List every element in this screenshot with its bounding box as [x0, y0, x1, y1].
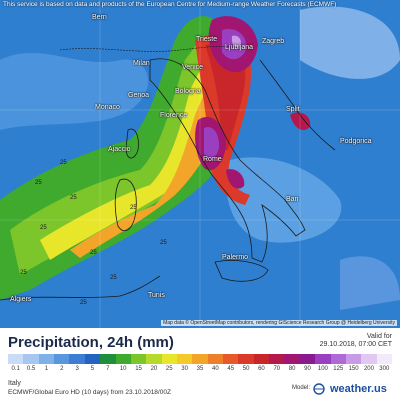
model-run: ECMWF/Global Euro HD (10 days) from 23.1…	[8, 389, 171, 396]
ecmwf-notice: This service is based on data and produc…	[3, 1, 337, 8]
legend-title: Precipitation, 24h (mm)	[8, 334, 174, 351]
precipitation-field	[0, 0, 400, 328]
color-scale-swatch	[361, 354, 377, 364]
color-scale-tick: 125	[333, 366, 344, 372]
color-scale-tick: 150	[348, 366, 359, 372]
color-scale-tick: 40	[212, 366, 219, 372]
region-label: Italy	[8, 380, 21, 387]
color-scale-tick: 30	[181, 366, 188, 372]
color-scale-tick: 25	[165, 366, 173, 372]
color-scale-tick: 7	[106, 366, 110, 372]
precip-value-label: 25	[90, 250, 97, 256]
color-scale-tick: 100	[317, 366, 328, 372]
color-scale-tick: 15	[135, 366, 142, 372]
legend-panel: Precipitation, 24h (mm) Valid for 29.10.…	[0, 328, 400, 400]
city-label: Rome	[203, 156, 222, 163]
color-scale-swatch	[69, 354, 85, 364]
color-scale-tick: 45	[227, 366, 235, 372]
city-label: Tunis	[148, 292, 165, 299]
color-scale-swatch	[161, 354, 177, 364]
city-label: Bologna	[175, 88, 201, 95]
city-label: Trieste	[196, 36, 218, 43]
color-scale-swatch	[8, 354, 24, 364]
precip-value-label: 25	[35, 180, 42, 186]
city-label: Ljubljana	[225, 44, 254, 51]
color-scale-tick: 3	[75, 366, 79, 372]
precip-value-label: 25	[60, 160, 67, 166]
color-scale-tick: 20	[150, 366, 158, 372]
color-scale-swatch	[207, 354, 224, 364]
color-scale-swatch	[269, 354, 285, 364]
city-label: Zagreb	[262, 38, 285, 45]
precip-value-label: 25	[80, 300, 87, 306]
color-scale-swatch	[223, 354, 239, 364]
weather-us-logo[interactable]: weather.us	[330, 383, 387, 395]
city-label: Podgorica	[340, 138, 372, 145]
color-scale-tick: 60	[258, 366, 265, 372]
color-scale-swatch	[54, 354, 70, 364]
color-scale-swatch	[253, 354, 270, 364]
city-label: Venice	[182, 64, 204, 71]
color-scale-tick: 35	[196, 366, 204, 372]
valid-for: Valid for 29.10.2018, 07:00 CET	[320, 333, 392, 349]
color-scale-tick: 5	[90, 366, 95, 372]
valid-time: 29.10.2018, 07:00 CET	[319, 341, 392, 348]
city-label: Ajaccio	[108, 146, 131, 153]
city-label: Palermo	[222, 254, 249, 261]
precip-value-label: 25	[160, 240, 167, 246]
city-label: Bari	[286, 196, 299, 203]
color-scale-swatch	[345, 354, 362, 364]
color-scale-swatch	[192, 354, 208, 364]
color-scale-swatch	[84, 354, 101, 364]
color-scale-swatch	[176, 354, 193, 364]
precip-value-label: 25	[40, 225, 47, 231]
color-scale	[8, 354, 392, 364]
city-label: Florence	[160, 112, 188, 119]
precip-value-label: 25	[110, 275, 117, 281]
color-scale-tick: 1	[44, 366, 49, 372]
color-scale-swatch	[130, 354, 147, 364]
city-label: Algiers	[10, 296, 32, 303]
city-label: Bern	[92, 14, 107, 21]
color-scale-tick: 10	[119, 366, 127, 372]
ecmwf-logo-icon	[313, 383, 325, 395]
city-label: Genoa	[128, 92, 150, 99]
color-scale-swatch	[238, 354, 254, 364]
color-scale-tick: 300	[379, 366, 390, 372]
color-scale-tick: 80	[288, 366, 296, 372]
precipitation-map[interactable]: This service is based on data and produc…	[0, 0, 400, 328]
color-scale-tick: 90	[304, 366, 311, 372]
color-scale-swatch	[376, 354, 392, 364]
color-scale-ticks: 0.1 0.5 1 2 3 5 7 10 15 20 25 30 35 40 45 50 60 70 80 90 100…	[8, 366, 392, 374]
color-scale-swatch	[100, 354, 116, 364]
valid-label: Valid for	[366, 333, 392, 340]
precip-value-label: 25	[20, 270, 27, 276]
city-label: Split	[286, 106, 300, 113]
color-scale-swatch	[330, 354, 346, 364]
color-scale-swatch	[23, 354, 39, 364]
color-scale-tick: 200	[363, 366, 374, 372]
color-scale-tick: 0.1	[11, 366, 20, 372]
precip-value-label: 25	[70, 195, 77, 201]
color-scale-swatch	[146, 354, 162, 364]
color-scale-tick: 2	[60, 366, 64, 372]
color-scale-swatch	[315, 354, 331, 364]
model-label: Model:	[292, 385, 311, 391]
color-scale-tick: 70	[273, 366, 281, 372]
color-scale-tick: 0.5	[26, 366, 36, 372]
city-label: Monaco	[95, 104, 120, 111]
color-scale-swatch	[284, 354, 300, 364]
city-label: Milan	[133, 60, 150, 67]
map-attribution: Map data © OpenStreetMap contributors, r…	[161, 320, 397, 326]
color-scale-swatch	[115, 354, 131, 364]
color-scale-tick: 50	[242, 366, 250, 372]
color-scale-swatch	[299, 354, 316, 364]
precip-value-label: 25	[130, 205, 137, 211]
color-scale-swatch	[38, 354, 55, 364]
